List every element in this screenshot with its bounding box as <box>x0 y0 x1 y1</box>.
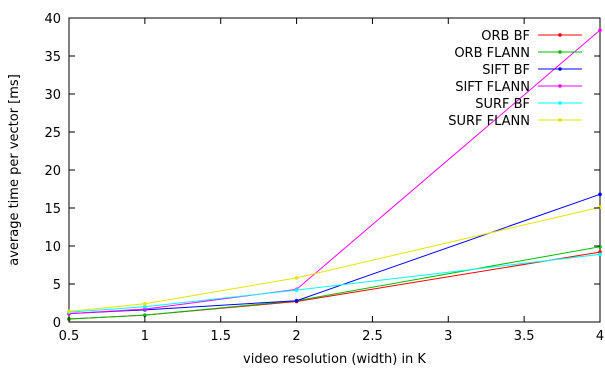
legend-marker <box>558 84 562 88</box>
series-layer <box>67 28 602 321</box>
series-line <box>68 253 601 313</box>
y-tick-label: 20 <box>44 164 61 179</box>
legend-marker <box>558 118 562 122</box>
series-sift-bf <box>67 192 602 316</box>
y-tick-label: 15 <box>44 202 61 217</box>
data-point <box>294 298 299 303</box>
legend-label: SURF BF <box>475 97 530 112</box>
legend-item: SIFT FLANN <box>455 80 582 95</box>
data-point <box>143 301 147 306</box>
data-point <box>294 288 299 292</box>
legend-label: SIFT BF <box>482 63 530 78</box>
legend-item: ORB BF <box>481 29 582 44</box>
y-tick-label: 25 <box>44 126 61 141</box>
data-point <box>143 313 147 317</box>
series-line <box>68 29 601 315</box>
x-tick-label: 0.5 <box>59 329 80 344</box>
legend-item: SURF FLANN <box>448 114 582 129</box>
y-tick-label: 30 <box>44 88 61 103</box>
y-tick-label: 40 <box>44 12 61 27</box>
legend-label: ORB FLANN <box>454 46 530 61</box>
x-tick-label: 2 <box>292 329 300 344</box>
legend-item: SIFT BF <box>482 63 582 78</box>
data-point <box>143 305 147 309</box>
series-line <box>68 206 601 312</box>
legend-marker <box>558 50 562 54</box>
x-axis-label: video resolution (width) in K <box>243 352 426 367</box>
legend-label: ORB BF <box>481 29 530 44</box>
y-tick-label: 10 <box>44 240 61 255</box>
x-tick-label: 3.5 <box>514 329 535 344</box>
x-tick-label: 2.5 <box>362 329 383 344</box>
y-tick-label: 0 <box>53 316 61 331</box>
x-tick-label: 1.5 <box>210 329 231 344</box>
legend-label: SIFT FLANN <box>455 80 530 95</box>
data-point <box>294 276 299 280</box>
legend: ORB BF ORB FLANN SIFT BF SIFT FLANN SURF BF S… <box>448 29 582 129</box>
series-line <box>68 246 601 320</box>
y-tick-label: 35 <box>44 50 61 65</box>
legend-marker <box>558 33 562 37</box>
x-tick-label: 1 <box>141 329 149 344</box>
legend-marker <box>558 101 562 105</box>
y-axis-label: average time per vector [ms] <box>7 74 22 266</box>
legend-label: SURF FLANN <box>448 114 530 129</box>
x-tick-label: 3 <box>444 329 452 344</box>
data-point <box>598 252 602 257</box>
legend-item: ORB FLANN <box>454 46 582 61</box>
data-point <box>598 192 602 197</box>
legend-marker <box>558 67 562 71</box>
y-tick-label: 5 <box>53 278 61 293</box>
legend-item: SURF BF <box>475 97 582 112</box>
data-point <box>598 28 602 32</box>
data-point <box>67 309 71 314</box>
series-surf-bf <box>67 252 602 314</box>
x-tick-label: 4 <box>596 329 604 344</box>
